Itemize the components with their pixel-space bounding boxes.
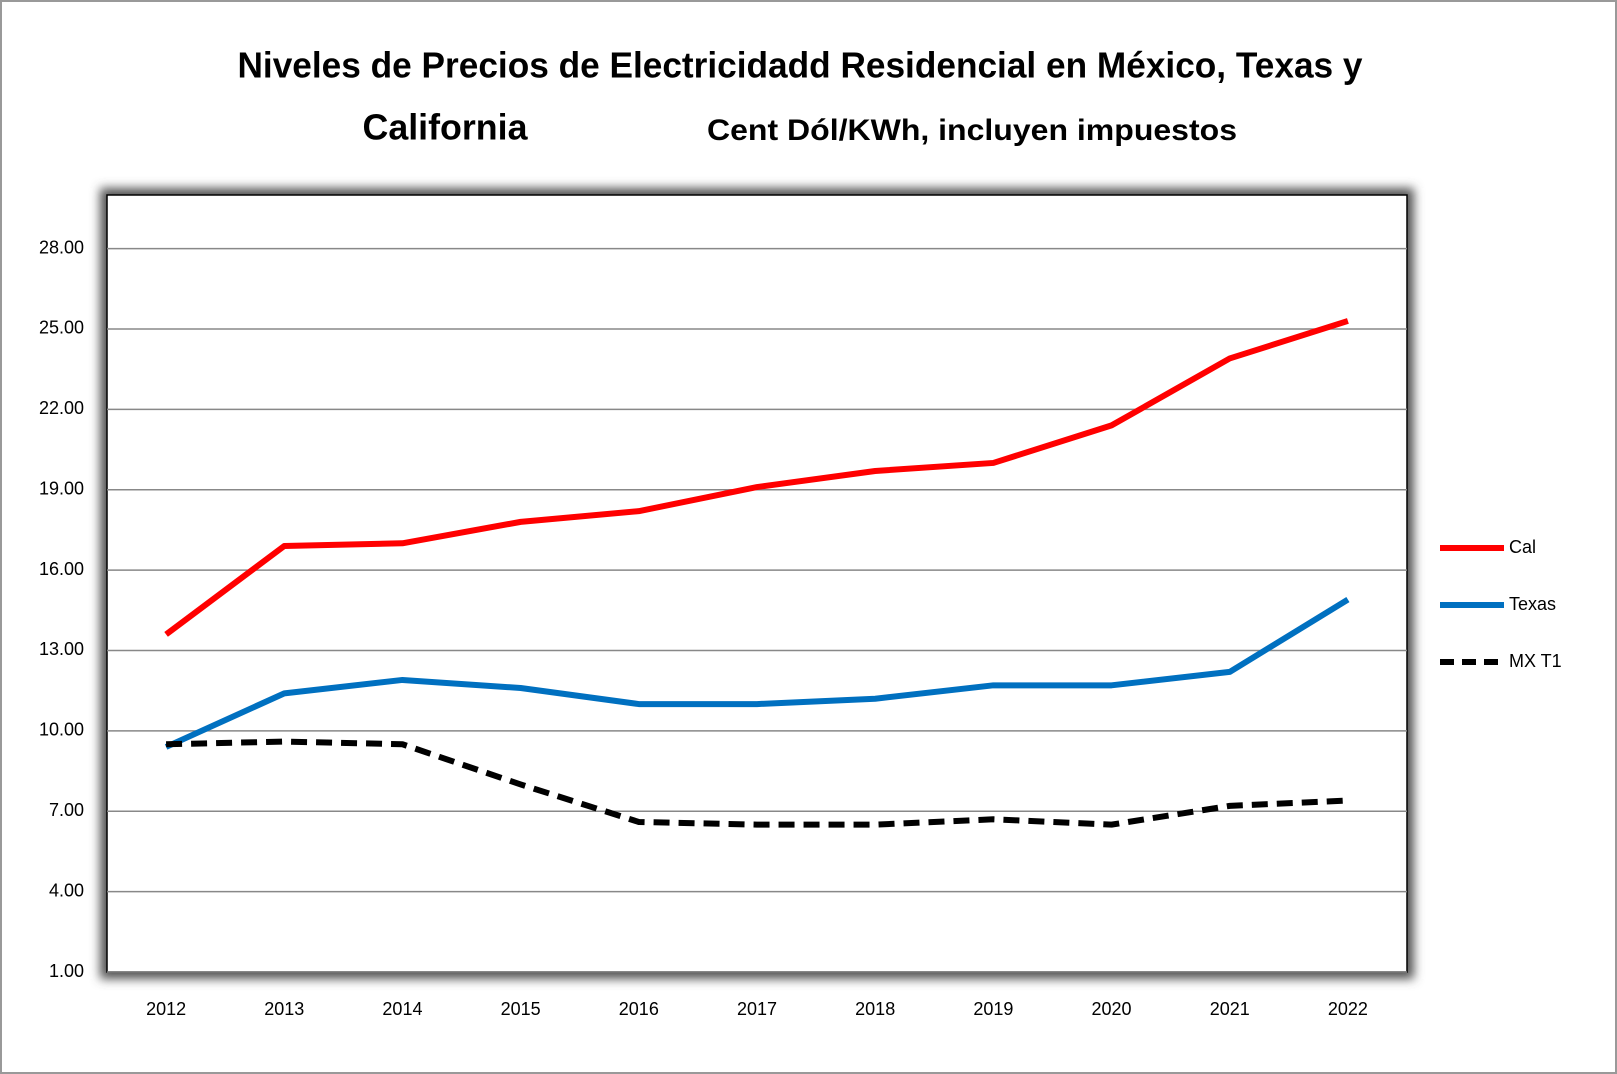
x-tick-label: 2022	[1328, 999, 1368, 1019]
y-tick-label: 22.00	[39, 398, 84, 418]
x-tick-label: 2021	[1210, 999, 1250, 1019]
y-tick-label: 16.00	[39, 559, 84, 579]
y-tick-label: 19.00	[39, 478, 84, 498]
y-tick-label: 7.00	[49, 800, 84, 820]
x-tick-label: 2014	[382, 999, 422, 1019]
series-line	[164, 318, 1349, 637]
series-line	[166, 738, 1349, 828]
chart-title: Niveles de Precios de Electricidadd Resi…	[238, 45, 1363, 86]
legend-label: MX T1	[1509, 651, 1562, 671]
y-tick-label: 10.00	[39, 720, 84, 740]
y-tick-label: 13.00	[39, 639, 84, 659]
chart-subtitle: Cent Dól/KWh, incluyen impuestos	[707, 114, 1237, 147]
legend-label: Texas	[1509, 594, 1556, 614]
x-tick-label: 2016	[619, 999, 659, 1019]
x-tick-label: 2019	[973, 999, 1013, 1019]
y-tick-label: 4.00	[49, 880, 84, 900]
y-tick-label: 25.00	[39, 318, 84, 338]
legend-label: Cal	[1509, 537, 1536, 557]
series-line	[164, 597, 1350, 750]
y-tick-label: 28.00	[39, 237, 84, 257]
plot-area	[106, 194, 1408, 973]
x-tick-label: 2020	[1092, 999, 1132, 1019]
x-tick-label: 2017	[737, 999, 777, 1019]
x-tick-label: 2012	[146, 999, 186, 1019]
chart-title: California	[363, 107, 529, 148]
y-tick-label: 1.00	[49, 961, 84, 981]
x-tick-label: 2013	[264, 999, 304, 1019]
x-tick-label: 2018	[855, 999, 895, 1019]
x-tick-label: 2015	[501, 999, 541, 1019]
